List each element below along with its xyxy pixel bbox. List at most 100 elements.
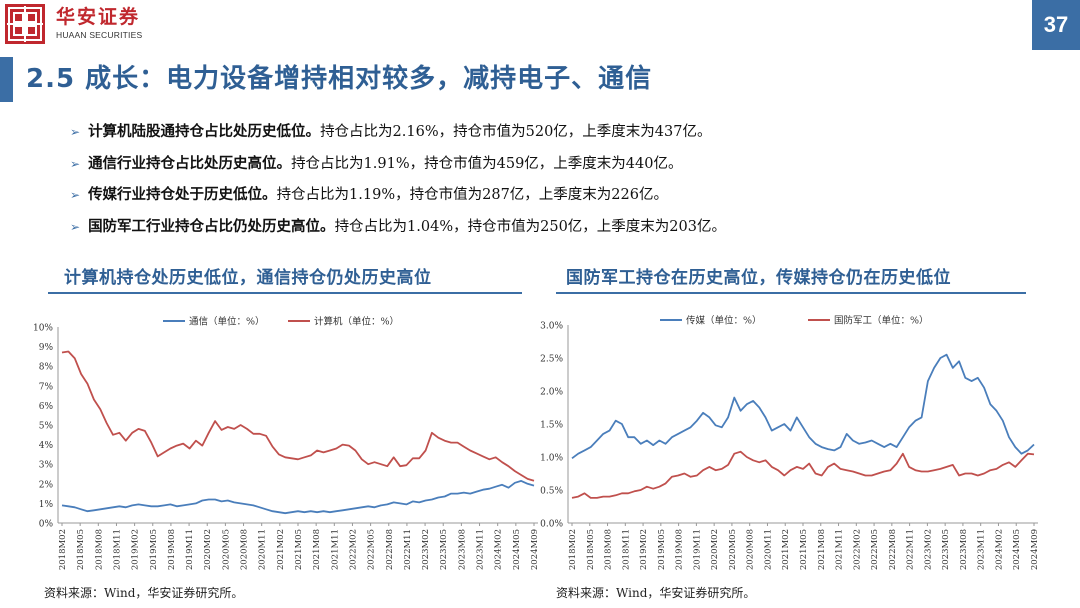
x-tick-label: 2021M05 xyxy=(799,529,809,570)
left-line-chart: 0% 1% 2% 3% 4% 5% 6% 7% 8% 9% 10% 2018M02 2018M05 201… xyxy=(33,316,540,571)
legend-label-0: 传媒（单位：%） xyxy=(686,315,762,327)
brand-name-en: HUAAN SECURITIES xyxy=(56,30,143,40)
x-tick-label: 2018M11 xyxy=(621,529,631,570)
x-tick-label: 2023M11 xyxy=(977,529,987,570)
x-tick-label: 2019M05 xyxy=(657,529,667,570)
bullet-item: ➢ 国防军工行业持仓占比仍处历史高位。持仓占比为1.04%，持仓市值为250亿，上… xyxy=(70,211,1030,243)
y-tick-label: 0% xyxy=(39,520,54,530)
x-tick-label: 2019M02 xyxy=(639,529,649,570)
page-number: 37 xyxy=(1032,0,1080,50)
left-title-underline xyxy=(48,292,522,294)
x-tick-label: 2018M08 xyxy=(604,529,614,570)
bullet-bold-text: 传媒行业持仓处于历史低位。 xyxy=(88,186,277,203)
x-tick-label: 2021M08 xyxy=(817,529,827,570)
right-chart-source: 资料来源：Wind，华安证券研究所。 xyxy=(556,586,756,600)
legend-label-1: 国防军工（单位：%） xyxy=(834,315,929,327)
arrow-bullet-icon: ➢ xyxy=(70,188,81,202)
x-tick-label: 2018M02 xyxy=(58,529,68,570)
right-line-chart: 0.0% 0.5% 1.0% 1.5% 2.0% 2.5% 3.0% 2018M02 2018M… xyxy=(540,315,1040,571)
x-tick-label: 2020M02 xyxy=(710,529,720,570)
x-tick-label: 2020M08 xyxy=(746,529,756,570)
title-accent-bar xyxy=(0,57,13,102)
y-tick-label: 3% xyxy=(39,461,54,471)
brand-name-cn: 华安证券 xyxy=(56,6,141,28)
bullet-text: 持仓占比为2.16%，持仓市值为520亿，上季度末为437亿。 xyxy=(320,124,712,140)
left-chart-source: 资料来源：Wind，华安证券研究所。 xyxy=(44,586,244,600)
y-tick-label: 10% xyxy=(33,324,53,334)
y-tick-label: 2% xyxy=(39,480,54,490)
y-tick-label: 2.0% xyxy=(540,388,563,398)
page-title: 2.5 成长：电力设备增持相对较多，减持电子、通信 xyxy=(26,64,653,94)
x-tick-label: 2019M11 xyxy=(185,529,195,570)
x-tick-label: 2022M05 xyxy=(870,529,880,570)
right-chart-title: 国防军工持仓在历史高位，传媒持仓仍在历史低位 xyxy=(566,268,951,288)
y-tick-label: 5% xyxy=(39,422,54,432)
arrow-bullet-icon: ➢ xyxy=(70,219,81,234)
y-tick-label: 8% xyxy=(39,363,54,373)
x-tick-label: 2021M11 xyxy=(835,529,845,570)
x-tick-label: 2022M02 xyxy=(348,529,358,570)
x-tick-label: 2021M02 xyxy=(276,529,286,570)
x-tick-label: 2021M08 xyxy=(312,529,322,570)
bullet-bold-text: 国防军工行业持仓占比仍处历史高位。 xyxy=(88,217,335,235)
x-tick-label: 2022M02 xyxy=(852,529,862,570)
x-tick-label: 2018M02 xyxy=(568,529,578,570)
x-tick-label: 2024M05 xyxy=(512,529,522,570)
legend-label-1: 计算机（单位：%） xyxy=(314,316,399,328)
x-tick-label: 2023M02 xyxy=(923,529,933,570)
y-tick-label: 9% xyxy=(39,343,54,353)
x-tick-label: 2018M11 xyxy=(112,529,122,570)
x-tick-label: 2019M02 xyxy=(131,529,141,570)
right-title-underline xyxy=(556,292,1026,294)
x-tick-label: 2024M09 xyxy=(530,529,540,570)
series-line-1 xyxy=(571,450,1035,499)
x-tick-label: 2019M08 xyxy=(167,529,177,570)
bullet-bold-text: 计算机陆股通持仓占比处历史低位。 xyxy=(88,123,321,140)
x-tick-label: 2023M02 xyxy=(421,529,431,570)
x-tick-label: 2019M11 xyxy=(692,529,702,570)
x-tick-label: 2023M08 xyxy=(959,529,969,570)
bullet-list: ➢ 计算机陆股通持仓占比处历史低位。持仓占比为2.16%，持仓市值为520亿，上季… xyxy=(70,116,1030,242)
x-tick-label: 2023M08 xyxy=(457,529,467,570)
x-tick-label: 2024M02 xyxy=(994,529,1004,570)
x-tick-label: 2020M05 xyxy=(728,529,738,570)
x-tick-label: 2023M05 xyxy=(439,529,449,570)
x-tick-label: 2018M05 xyxy=(76,529,86,570)
x-tick-label: 2021M02 xyxy=(781,529,791,570)
x-tick-label: 2023M05 xyxy=(941,529,951,570)
x-tick-label: 2021M11 xyxy=(330,529,340,570)
y-tick-label: 1.0% xyxy=(540,454,563,464)
bullet-item: ➢ 计算机陆股通持仓占比处历史低位。持仓占比为2.16%，持仓市值为520亿，上季… xyxy=(70,116,1030,148)
y-tick-label: 4% xyxy=(39,441,54,451)
y-tick-label: 7% xyxy=(39,382,54,392)
y-tick-label: 0.0% xyxy=(540,520,563,530)
brand-logo-text: 华安证券 HUAAN SECURITIES xyxy=(56,6,142,40)
x-tick-label: 2022M08 xyxy=(888,529,898,570)
bullet-text: 持仓占比为1.91%，持仓市值为459亿，上季度末为440亿。 xyxy=(291,155,683,172)
x-tick-label: 2020M08 xyxy=(240,529,250,570)
bullet-text: 持仓占比为1.04%，持仓市值为250亿，上季度末为203亿。 xyxy=(334,218,726,235)
x-tick-label: 2020M11 xyxy=(763,529,773,570)
y-tick-label: 0.5% xyxy=(540,487,563,497)
series-line-1 xyxy=(61,350,535,482)
series-line-0 xyxy=(571,353,1035,460)
left-chart-title: 计算机持仓处历史低位，通信持仓仍处历史高位 xyxy=(64,268,432,288)
bullet-item: ➢ 通信行业持仓占比处历史高位。持仓占比为1.91%，持仓市值为459亿，上季度末… xyxy=(70,148,1030,180)
x-tick-label: 2018M05 xyxy=(586,529,596,570)
y-tick-label: 1% xyxy=(39,500,54,510)
bullet-text: 持仓占比为1.19%，持仓市值为287亿，上季度末为226亿。 xyxy=(276,187,668,203)
arrow-bullet-icon: ➢ xyxy=(70,125,81,139)
bullet-bold-text: 通信行业持仓占比处历史高位。 xyxy=(88,154,292,172)
bullet-item: ➢ 传媒行业持仓处于历史低位。持仓占比为1.19%，持仓市值为287亿，上季度末为… xyxy=(70,179,1030,211)
x-tick-label: 2023M11 xyxy=(476,529,486,570)
x-tick-label: 2019M08 xyxy=(675,529,685,570)
x-tick-label: 2024M09 xyxy=(1030,529,1040,570)
x-tick-label: 2020M11 xyxy=(258,529,268,570)
y-tick-label: 1.5% xyxy=(540,421,563,431)
x-tick-label: 2021M05 xyxy=(294,529,304,570)
arrow-bullet-icon: ➢ xyxy=(70,156,81,171)
legend-label-0: 通信（单位：%） xyxy=(189,316,265,328)
x-tick-label: 2022M11 xyxy=(906,529,916,570)
x-tick-label: 2024M05 xyxy=(1012,529,1022,570)
huaan-logo-icon xyxy=(5,4,45,44)
